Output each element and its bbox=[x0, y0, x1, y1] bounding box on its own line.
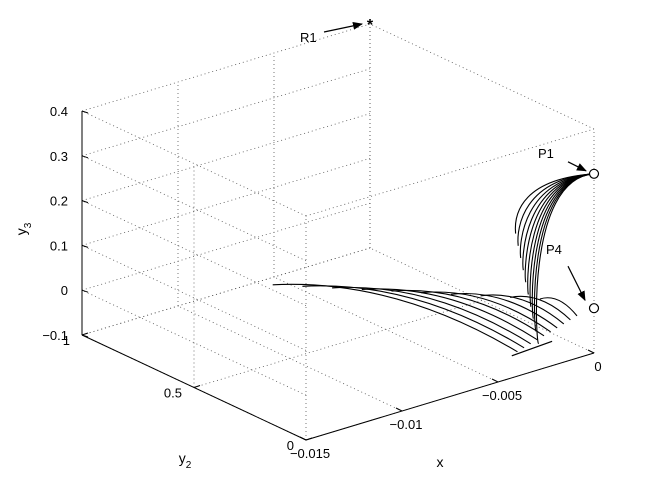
z-tick-label: 0.3 bbox=[50, 149, 68, 164]
grid-line bbox=[81, 113, 371, 201]
z-tick-label: −0.1 bbox=[42, 328, 68, 343]
y-tick-label: 1 bbox=[63, 333, 70, 348]
tick-labels: −0.015 −0.01 −0.005 0 0 0.5 1−0.1 0 0.1 0.2 0.3 0.4 bbox=[42, 104, 601, 461]
trajectory-curve bbox=[302, 285, 525, 349]
trajectory-curve bbox=[421, 291, 551, 333]
z-tick bbox=[81, 334, 89, 338]
z-tick-label: 0.4 bbox=[50, 104, 68, 119]
annotation-arrow-r1 bbox=[323, 21, 363, 33]
z-tick bbox=[81, 244, 89, 248]
z-tick bbox=[81, 200, 89, 204]
box-top-edge bbox=[305, 128, 595, 217]
z-tick bbox=[81, 289, 89, 293]
y-tick bbox=[81, 332, 89, 336]
axes-box bbox=[81, 110, 595, 441]
y-tick-label: 0.5 bbox=[164, 386, 182, 401]
grid-line bbox=[81, 247, 371, 336]
x-tick bbox=[395, 407, 403, 412]
grid-line bbox=[81, 200, 307, 306]
grid-line bbox=[81, 155, 307, 262]
point-markers: * R1 P1 P4 bbox=[300, 17, 600, 314]
z-tick bbox=[81, 110, 89, 114]
p1-circle-marker bbox=[588, 168, 600, 179]
trajectory-curve bbox=[480, 294, 565, 325]
grid-lines bbox=[81, 23, 595, 441]
trajectory-curve bbox=[391, 289, 545, 337]
trajectory-curve bbox=[539, 297, 578, 317]
x-axis-label: x bbox=[437, 454, 444, 470]
z-tick-label: 0 bbox=[61, 283, 68, 298]
box-top-edge bbox=[369, 23, 595, 130]
grid-line bbox=[81, 68, 371, 157]
x-tick bbox=[299, 436, 307, 441]
x-tick-label: −0.005 bbox=[482, 388, 522, 403]
trajectory-curve bbox=[533, 173, 595, 332]
x-tick bbox=[491, 378, 499, 383]
x-tick bbox=[587, 349, 595, 354]
x-tick-label: −0.01 bbox=[390, 417, 423, 432]
grid-line bbox=[81, 247, 371, 336]
trajectory-curve bbox=[332, 286, 531, 345]
trajectory-curve bbox=[272, 283, 518, 353]
annotation-arrow-p4 bbox=[567, 265, 586, 302]
grid-line bbox=[81, 202, 371, 291]
x-tick-label: −0.015 bbox=[290, 446, 330, 461]
y-tick bbox=[193, 385, 201, 388]
z-tick-label: 0.1 bbox=[50, 238, 68, 253]
y-tick bbox=[305, 437, 313, 441]
y-tick-label: 0 bbox=[287, 438, 294, 453]
z-tick-label: 0.2 bbox=[50, 194, 68, 209]
x-axis-line bbox=[305, 352, 595, 441]
trajectory-curve bbox=[535, 173, 595, 344]
p4-circle-marker bbox=[588, 303, 600, 314]
trajectory-curve bbox=[361, 288, 538, 341]
z-axis-label: y3 bbox=[13, 222, 34, 235]
grid-line bbox=[81, 23, 371, 112]
trajectory-curves bbox=[272, 173, 595, 357]
curve-base-line bbox=[511, 340, 553, 357]
x-tick-label: 0 bbox=[594, 359, 601, 374]
z-tick bbox=[81, 155, 89, 159]
r1-star-marker: * bbox=[367, 17, 374, 34]
grid-line bbox=[81, 158, 371, 246]
annotation-label-p4: P4 bbox=[546, 242, 562, 257]
trajectory-curve bbox=[450, 293, 558, 329]
y-axis-label: y2 bbox=[179, 450, 192, 471]
trajectory-curve bbox=[510, 295, 571, 321]
annotation-arrow-p1 bbox=[567, 161, 587, 172]
annotation-label-r1: R1 bbox=[300, 30, 317, 45]
annotation-label-p1: P1 bbox=[538, 146, 554, 161]
